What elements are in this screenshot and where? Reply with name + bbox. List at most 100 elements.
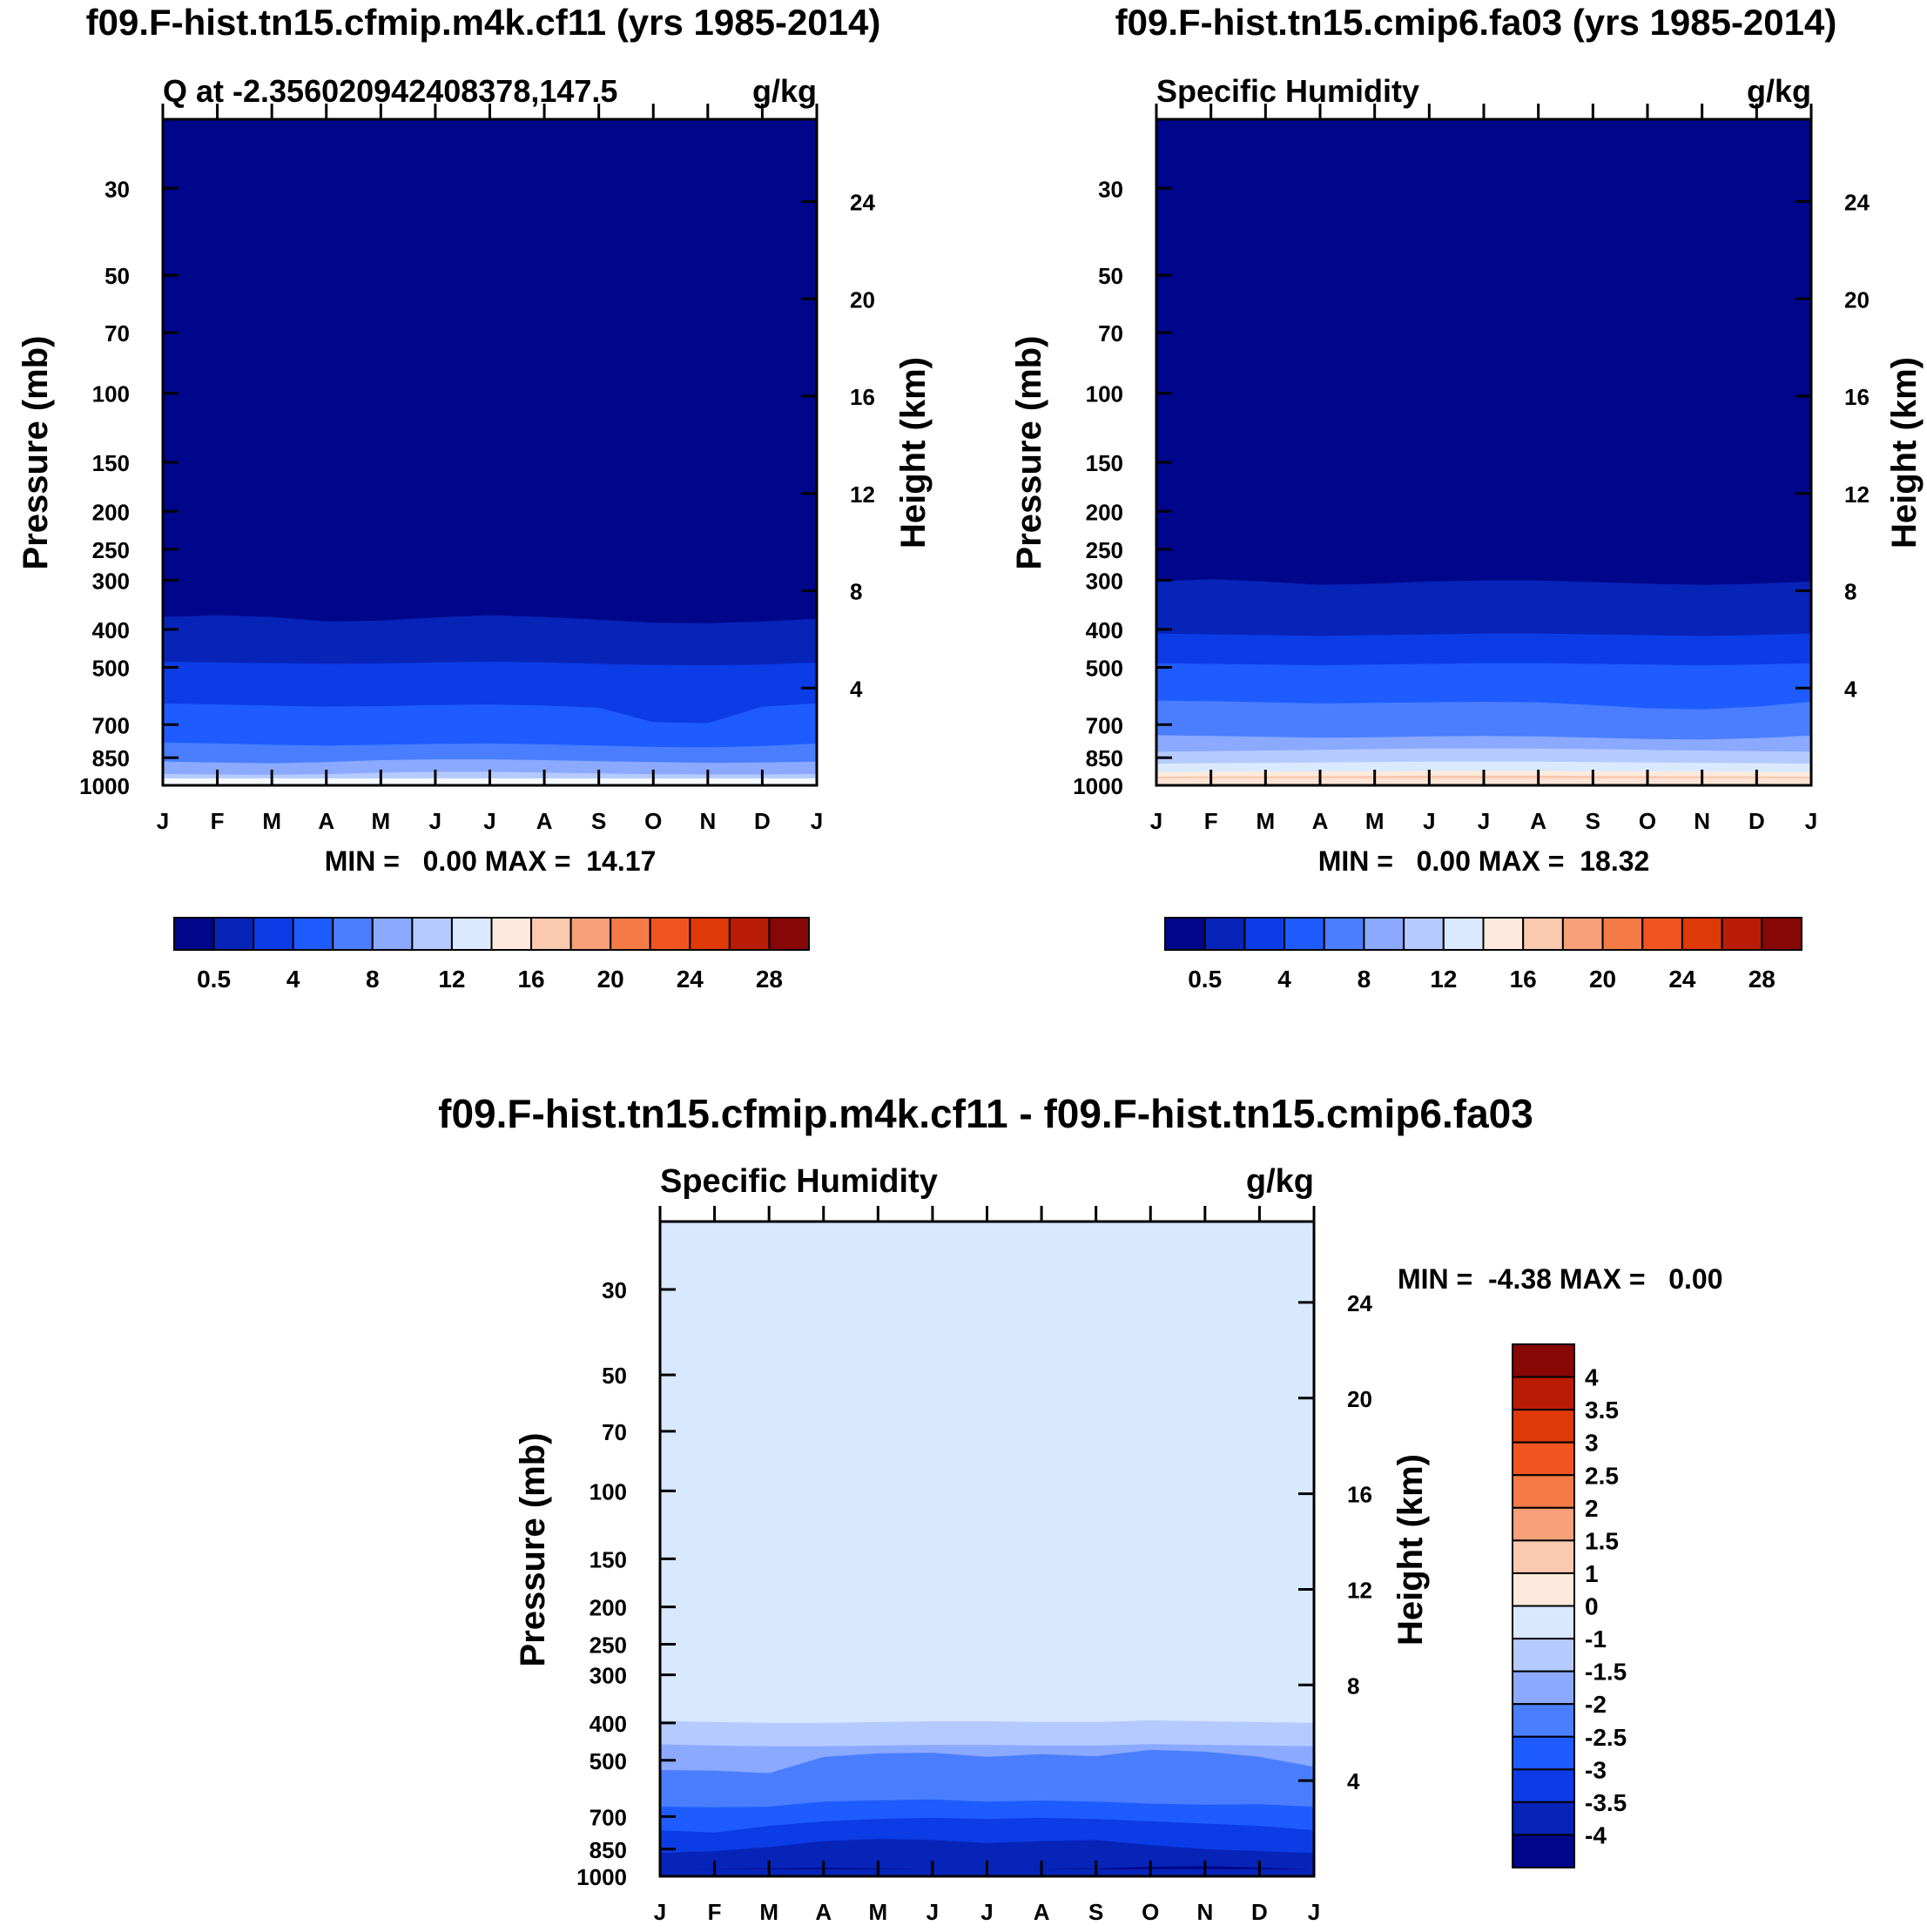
- x-tick-label: D: [754, 808, 771, 834]
- x-tick-label: N: [1694, 808, 1710, 834]
- colorbar-box: [728, 917, 771, 951]
- y-axis-label: Pressure (mb): [1010, 336, 1048, 570]
- colorbar-label: 16: [517, 966, 544, 993]
- y-tick-label: 30: [1098, 176, 1123, 202]
- colorbar-box: [1512, 1376, 1575, 1411]
- x-tick-label: J: [157, 808, 169, 834]
- y-right-tick-label: 12: [850, 481, 875, 508]
- y-tick-label: 250: [590, 1632, 627, 1659]
- x-tick-label: M: [1256, 808, 1275, 834]
- x-tick-label: J: [654, 1899, 666, 1925]
- colorbar-box: [332, 917, 374, 951]
- panel-title: f09.F-hist.tn15.cmip6.fa03 (yrs 1985-201…: [1115, 2, 1837, 43]
- y-tick-label: 500: [92, 655, 130, 681]
- colorbar-box: [1512, 1670, 1575, 1706]
- y-tick-label: 100: [92, 381, 130, 407]
- colorbar-box: [1512, 1703, 1575, 1738]
- colorbar-box: [212, 917, 255, 951]
- colorbar-box: [371, 917, 414, 951]
- y-tick-label: 300: [92, 569, 130, 595]
- colorbar-label: 28: [756, 966, 783, 993]
- x-tick-label: M: [1365, 808, 1385, 834]
- colorbar-box: [1512, 1768, 1575, 1803]
- colorbar-box: [1363, 917, 1405, 951]
- y-axis-label: Pressure (mb): [17, 336, 55, 570]
- y-axis-label: Pressure (mb): [514, 1433, 552, 1667]
- colorbar-box: [1561, 917, 1604, 951]
- panel-subtitle-left: Q at -2.356020942408378,147.5: [163, 73, 617, 109]
- y-right-tick-label: 20: [1844, 286, 1870, 313]
- y-right-tick-label: 12: [1844, 481, 1870, 508]
- x-tick-label: J: [926, 1899, 939, 1925]
- colorbar-box: [253, 917, 294, 951]
- colorbar-box: [1512, 1735, 1575, 1771]
- y-tick-label: 850: [1086, 745, 1123, 771]
- y-axis-height: 24 20 16 12 8 4: [1298, 1290, 1372, 1794]
- y-tick-label: 50: [104, 263, 130, 289]
- colorbar: 0.5 4 8 12 16 20 24 28: [1164, 917, 1802, 993]
- colorbar-label: -1.5: [1585, 1659, 1627, 1686]
- colorbar-box: [768, 917, 810, 951]
- x-tick-label: J: [1308, 1899, 1320, 1925]
- y-tick-label: 400: [92, 617, 130, 643]
- colorbar-box: [1512, 1506, 1575, 1542]
- y-tick-label: 150: [1086, 450, 1123, 476]
- colorbar-label: 1: [1585, 1560, 1599, 1587]
- colorbar-label: 0.5: [197, 966, 231, 993]
- x-tick-label: D: [1251, 1899, 1268, 1925]
- y-right-tick-label: 12: [1347, 1577, 1372, 1603]
- colorbar-label: -1: [1585, 1626, 1607, 1653]
- y-right-tick-label: 16: [850, 384, 875, 410]
- colorbar-box: [1164, 917, 1206, 951]
- y-tick-label: 700: [590, 1804, 627, 1830]
- y-right-tick-label: 20: [1347, 1386, 1372, 1412]
- y-tick-label: 250: [92, 537, 130, 563]
- x-tick-label: J: [483, 808, 495, 834]
- y-right-tick-label: 16: [1844, 384, 1870, 410]
- colorbar-label: -2: [1585, 1691, 1607, 1718]
- colorbar-box: [1512, 1801, 1575, 1836]
- panel-subtitle-right: g/kg: [1246, 1163, 1314, 1200]
- y-tick-label: 500: [1086, 655, 1123, 681]
- colorbar-label: 20: [597, 966, 624, 993]
- y-tick-label: 200: [92, 499, 130, 525]
- colorbar-box: [1203, 917, 1246, 951]
- colorbar-box: [490, 917, 533, 951]
- colorbar-label: 0: [1585, 1593, 1599, 1620]
- x-tick-label: J: [980, 1899, 993, 1925]
- y-right-tick-label: 24: [1844, 190, 1870, 216]
- x-tick-label: J: [1423, 808, 1435, 834]
- x-tick-label: M: [371, 808, 390, 834]
- y-right-tick-label: 24: [850, 190, 875, 216]
- y-tick-label: 150: [590, 1546, 627, 1572]
- y-tick-label: 700: [1086, 712, 1123, 738]
- y-right-tick-label: 16: [1347, 1482, 1372, 1508]
- colorbar-box: [1512, 1474, 1575, 1509]
- colorbar-box: [1512, 1441, 1575, 1477]
- panel-difference: f09.F-hist.tn15.cfmip.m4k.cf11 - f09.F-h…: [438, 1091, 1722, 1925]
- colorbar-box: [569, 917, 612, 951]
- y-right-tick-label: 8: [1844, 579, 1856, 605]
- colorbar-label: 8: [1358, 966, 1371, 993]
- y-tick-label: 1000: [1073, 773, 1123, 799]
- x-tick-label: O: [1142, 1899, 1159, 1925]
- x-tick-label: F: [708, 1899, 722, 1925]
- colorbar-label: 2: [1585, 1495, 1599, 1522]
- x-tick-label: F: [211, 808, 225, 834]
- y-right-tick-label: 4: [1347, 1768, 1360, 1794]
- x-tick-label: S: [1088, 1899, 1103, 1925]
- y-tick-label: 150: [92, 450, 130, 476]
- x-tick-label: A: [536, 808, 553, 834]
- colorbar-box: [1681, 917, 1723, 951]
- colorbar-label: 3: [1585, 1430, 1599, 1457]
- y-tick-label: 1000: [576, 1864, 627, 1890]
- panel-subtitle-left: Specific Humidity: [1156, 73, 1419, 109]
- y-tick-label: 400: [1086, 617, 1123, 643]
- colorbar-box: [1522, 917, 1564, 951]
- y-tick-label: 200: [1086, 499, 1123, 525]
- colorbar-box: [1721, 917, 1763, 951]
- y-tick-label: 300: [590, 1663, 627, 1689]
- y-tick-label: 70: [104, 320, 130, 347]
